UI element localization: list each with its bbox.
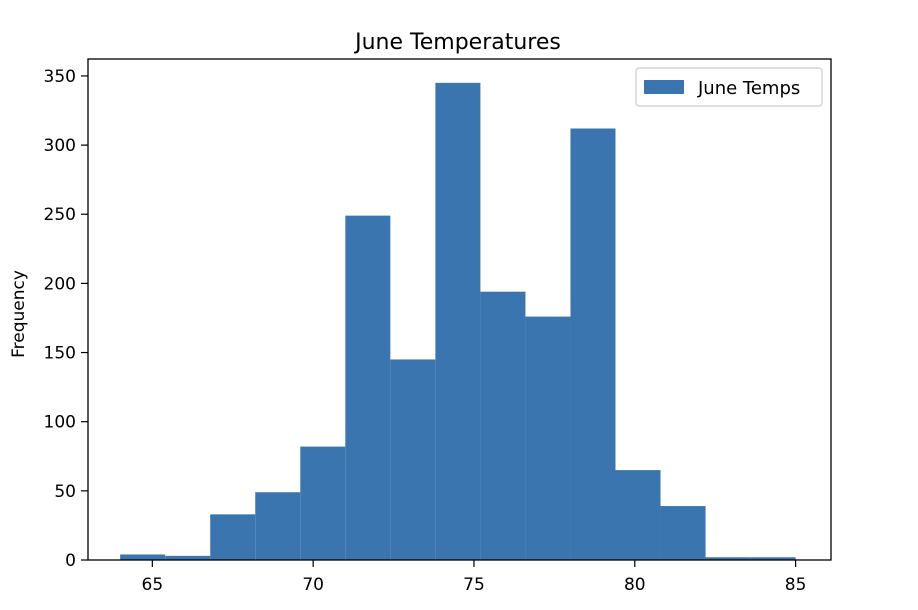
histogram-bar-5	[345, 215, 391, 561]
histogram-bar-13	[705, 557, 751, 560]
axes-group	[87, 58, 832, 561]
x-tick-label: 65	[142, 575, 164, 595]
x-tick-label: 80	[624, 575, 646, 595]
legend-label: June Temps	[697, 78, 800, 99]
y-tick-label: 150	[44, 344, 76, 364]
histogram-bar-0	[120, 554, 166, 560]
chart-title: June Temperatures	[353, 30, 561, 55]
histogram-bar-4	[300, 446, 346, 560]
bars-group	[120, 82, 796, 561]
histogram-bar-9	[525, 316, 571, 560]
x-tick-label: 75	[463, 575, 485, 595]
x-tick-label: 85	[785, 575, 807, 595]
y-tick-label: 100	[44, 413, 76, 433]
histogram-bar-1	[165, 555, 211, 560]
plot-frame	[87, 58, 832, 561]
histogram-bar-14	[750, 557, 796, 560]
y-tick-label: 0	[65, 551, 76, 571]
histogram-bar-2	[210, 514, 256, 560]
y-tick-label: 250	[44, 205, 76, 225]
x-tick-label: 70	[302, 575, 324, 595]
y-tick-label: 350	[44, 67, 76, 87]
y-tick-label: 50	[54, 482, 76, 502]
y-axis-label: Frequency	[9, 270, 29, 358]
legend: June Temps	[635, 67, 823, 107]
histogram-bar-3	[255, 492, 301, 560]
legend-box	[635, 67, 823, 107]
histogram-bar-11	[615, 470, 661, 560]
legend-swatch	[644, 80, 684, 94]
histogram-bar-8	[480, 291, 526, 560]
y-tick-label: 200	[44, 274, 76, 294]
histogram-bar-10	[570, 128, 616, 560]
y-axis-ticks: 0 50 100 150 200 250 300 350	[44, 67, 88, 571]
histogram-bar-7	[435, 82, 481, 560]
histogram-bar-6	[390, 359, 436, 560]
x-axis-ticks: 65 70 75 80 85	[142, 560, 807, 595]
y-tick-label: 300	[44, 136, 76, 156]
histogram-bar-12	[660, 506, 706, 560]
